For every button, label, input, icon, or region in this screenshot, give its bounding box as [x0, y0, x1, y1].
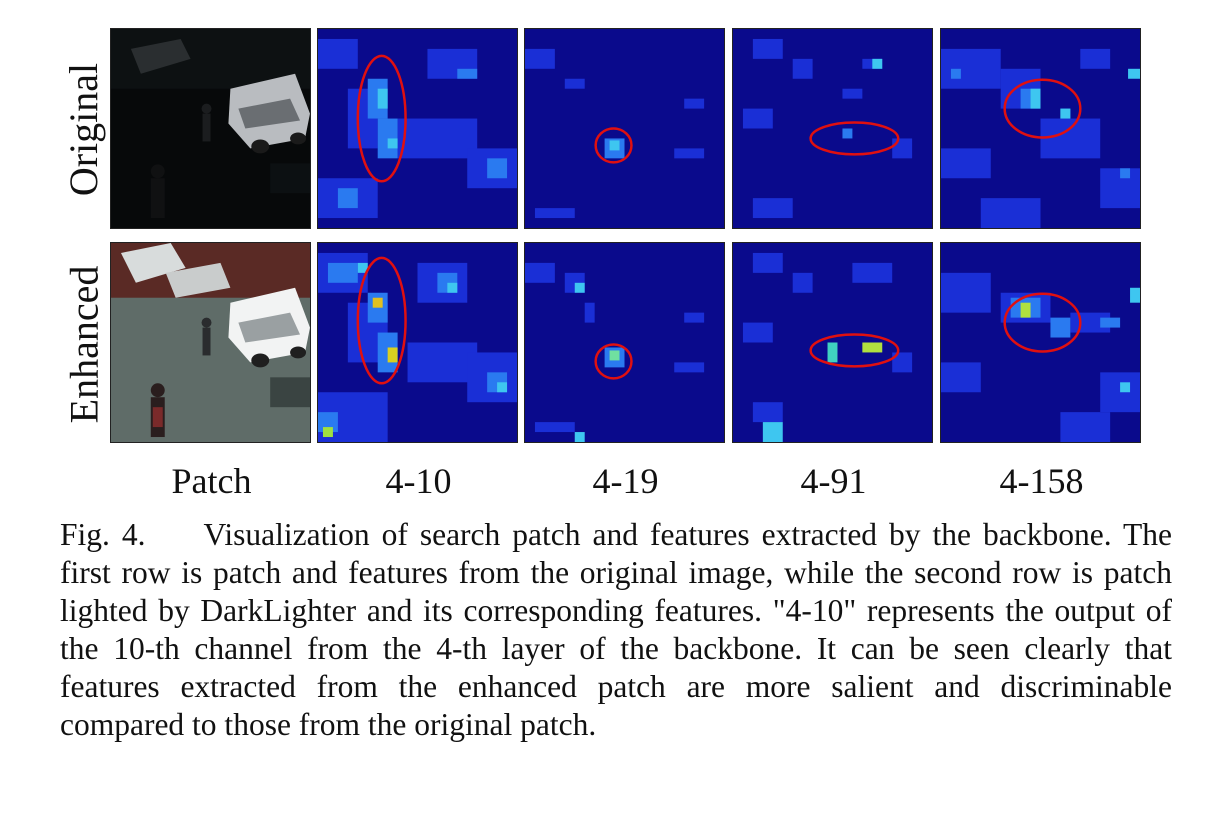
col-label-4-19: 4-19 [592, 461, 659, 501]
heatmap-enhanced-4-19-map [525, 243, 724, 442]
col-label-4-91: 4-91 [800, 461, 867, 501]
patch-original-image [111, 29, 310, 228]
heatmap-original-4-10 [317, 28, 518, 229]
row-label-original-text: Original [61, 62, 107, 197]
heatmap-enhanced-4-10 [317, 242, 518, 443]
heatmap-enhanced-4-158-map [941, 243, 1140, 442]
heatmap-original-4-158-map [941, 29, 1140, 228]
row-label-enhanced-text: Enhanced [61, 265, 107, 424]
heatmap-original-4-158 [940, 28, 1141, 229]
patch-enhanced [110, 242, 311, 443]
figure-caption: Fig. 4. Visualization of search patch and… [60, 516, 1172, 744]
heatmap-original-4-10-map [318, 29, 517, 228]
heatmap-original-4-91-map [733, 29, 932, 228]
row-label-original: Original [60, 28, 108, 231]
heatmap-enhanced-4-19 [524, 242, 725, 443]
heatmap-original-4-19-map [525, 29, 724, 228]
patch-original [110, 28, 311, 229]
caption-prefix: Fig. 4. [60, 517, 146, 552]
col-label-4-10: 4-10 [385, 461, 452, 501]
patch-enhanced-image [111, 243, 310, 442]
col-label-4-158: 4-158 [999, 461, 1084, 501]
heatmap-original-4-19 [524, 28, 725, 229]
heatmap-original-4-91 [732, 28, 933, 229]
heatmap-enhanced-4-91 [732, 242, 933, 443]
heatmap-enhanced-4-10-map [318, 243, 517, 442]
caption-text: Visualization of search patch and featur… [60, 517, 1172, 742]
heatmap-enhanced-4-158 [940, 242, 1141, 443]
col-label-patch: Patch [171, 461, 252, 501]
row-label-enhanced: Enhanced [60, 242, 108, 447]
heatmap-enhanced-4-91-map [733, 243, 932, 442]
